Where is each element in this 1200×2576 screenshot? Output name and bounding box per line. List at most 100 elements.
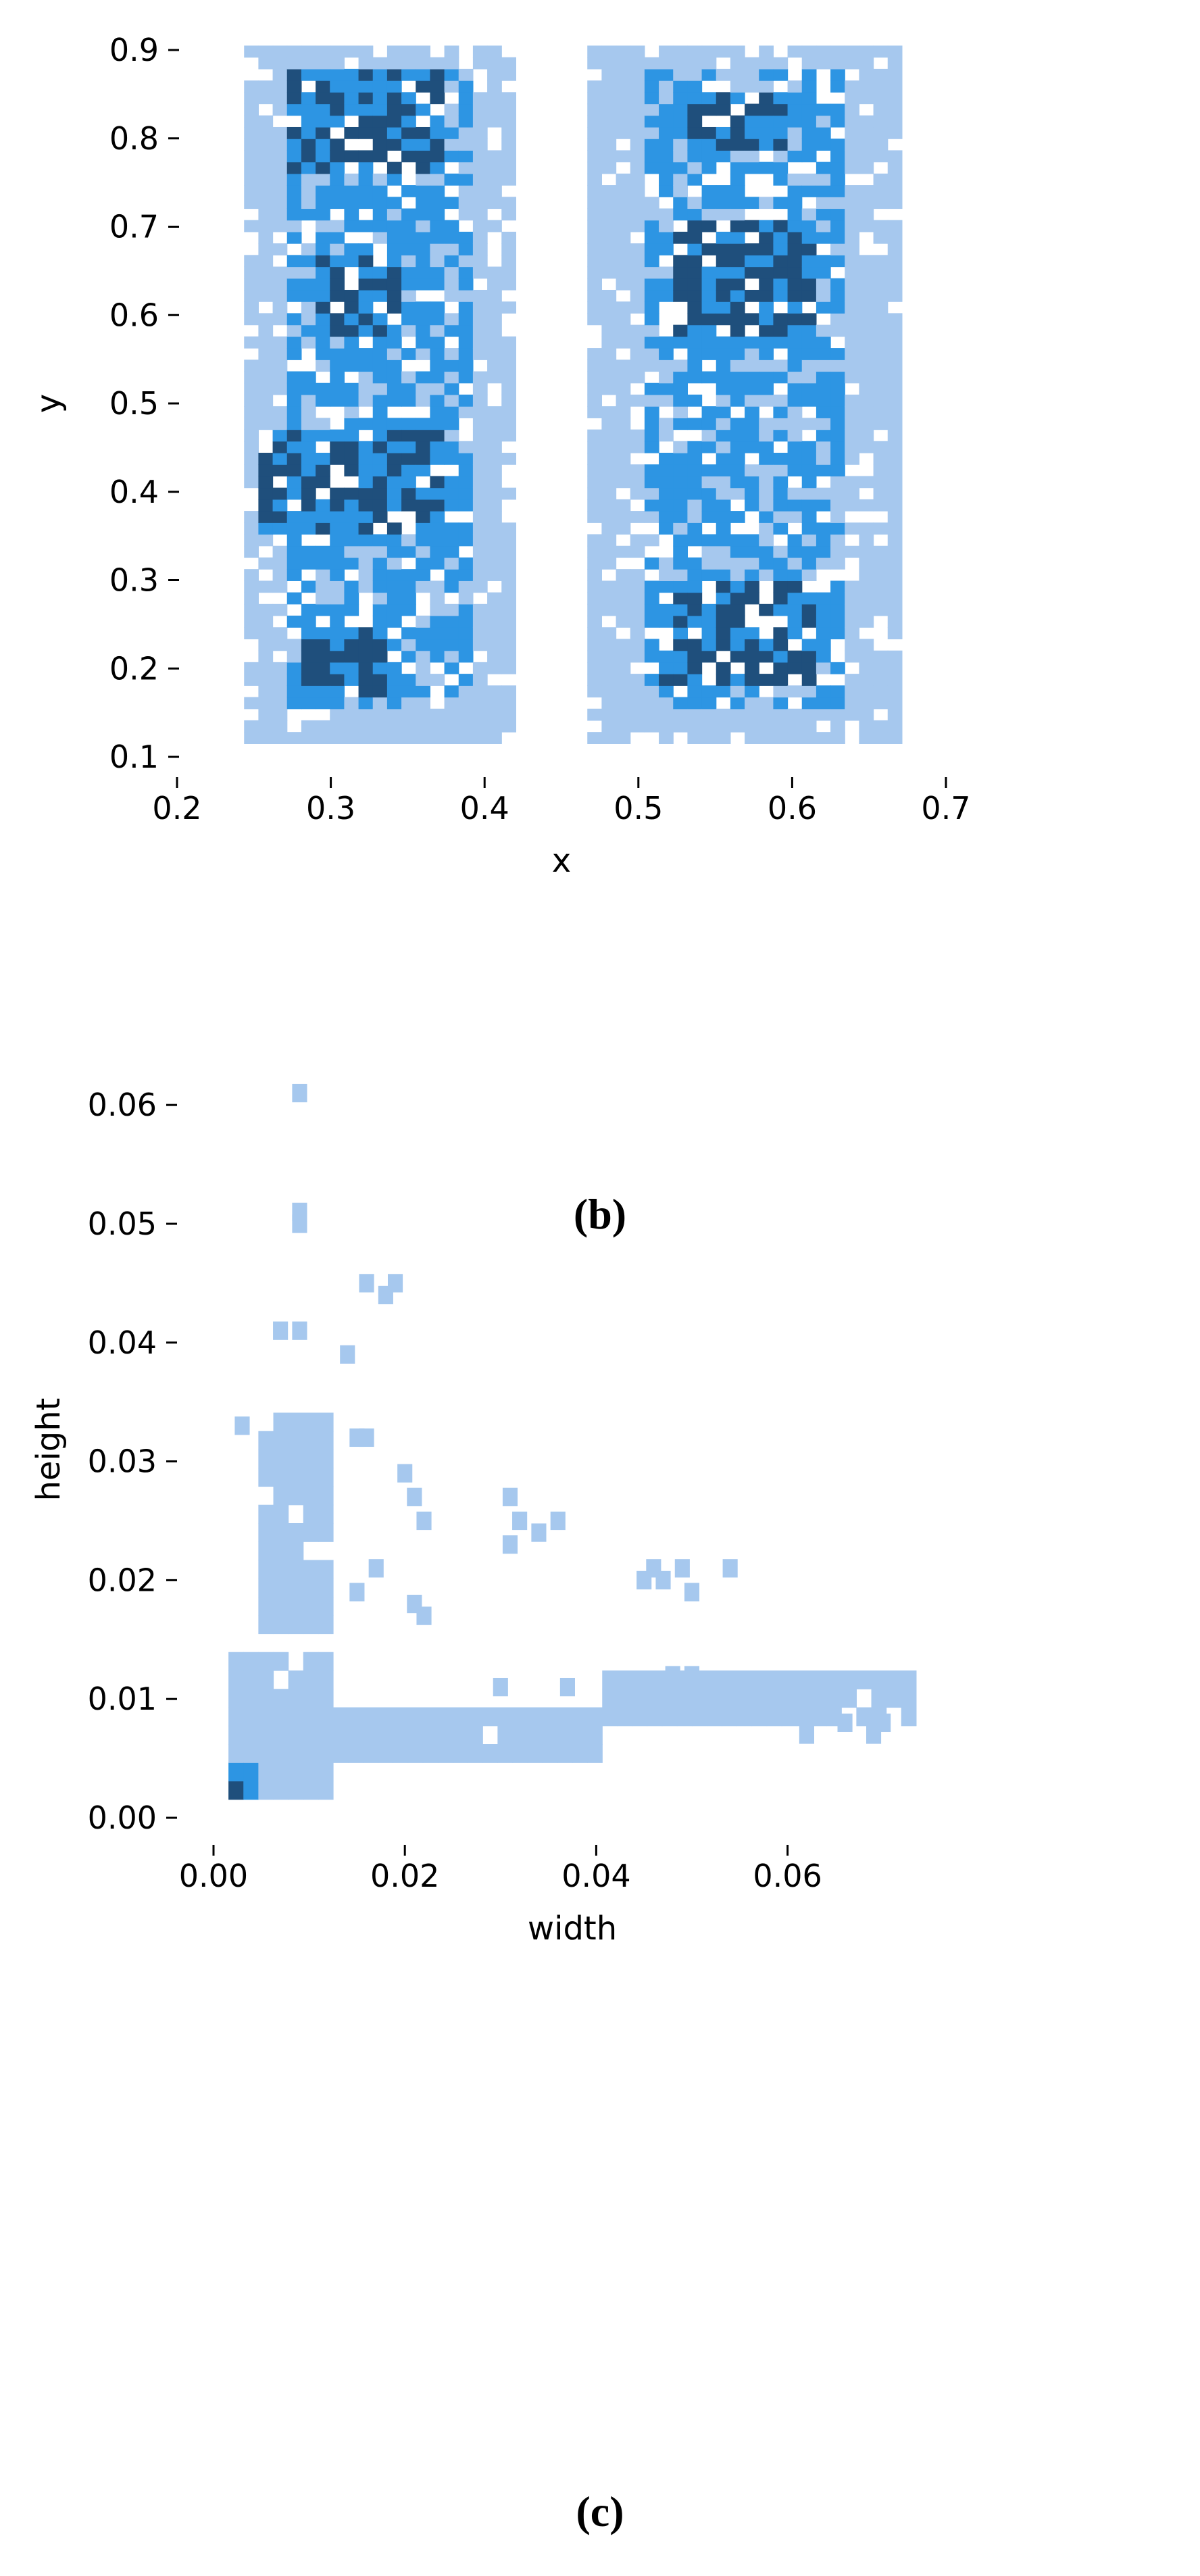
heatmap-cell (286, 441, 302, 453)
heatmap-cell (286, 534, 302, 547)
heatmap-cell (887, 406, 903, 418)
heatmap-cell (316, 674, 330, 686)
heatmap-cell (501, 115, 517, 128)
heatmap-cell (659, 382, 674, 395)
heatmap-cell (759, 545, 774, 558)
heatmap-cell (303, 1652, 319, 1671)
heatmap-cell (601, 266, 617, 279)
heatmap-cell (386, 394, 402, 407)
heatmap-cell (830, 289, 845, 302)
heatmap-cell (330, 103, 345, 116)
heatmap-cell (243, 1725, 259, 1745)
heatmap-cell (730, 371, 745, 384)
heatmap-cell (472, 208, 488, 221)
heatmap-cell (487, 173, 502, 186)
heatmap-cell (472, 348, 488, 360)
heatmap-cell (557, 1707, 573, 1727)
heatmap-cell (458, 592, 474, 605)
heatmap-cell (816, 266, 831, 279)
heatmap-cell (687, 441, 703, 453)
heatmap-cell (787, 185, 803, 197)
heatmap-cell (401, 545, 416, 558)
heatmap-cell (873, 732, 889, 744)
heatmap-cell (416, 557, 431, 570)
heatmap-cell (258, 45, 274, 58)
heatmap-cell (258, 1707, 274, 1727)
heatmap-cell (444, 476, 459, 489)
heatmap-cell (401, 464, 416, 477)
heatmap-cell (416, 324, 431, 337)
heatmap-cell (444, 406, 459, 418)
heatmap-cell (644, 255, 659, 268)
heatmap-cell (787, 650, 803, 663)
heatmap-cell (816, 406, 831, 418)
heatmap-cell (687, 662, 703, 674)
heatmap-cell (602, 1707, 618, 1727)
heatmap-cell (773, 197, 789, 209)
heatmap-cell (601, 511, 617, 523)
heatmap-cell (787, 197, 803, 209)
heatmap-cell (273, 1486, 289, 1506)
heatmap-cell (444, 243, 459, 255)
heatmap-cell (272, 499, 288, 512)
heatmap-cell (416, 685, 431, 698)
heatmap-cell (472, 603, 488, 616)
heatmap-cell (286, 289, 302, 302)
heatmap-cell (659, 289, 674, 302)
heatmap-cell (716, 255, 731, 268)
heatmap-cell (587, 1744, 603, 1763)
heatmap-cell (330, 603, 345, 616)
heatmap-cell (630, 208, 645, 221)
heatmap-cell (616, 92, 631, 105)
heatmap-cell (401, 627, 416, 640)
heatmap-cell (730, 616, 745, 628)
heatmap-cell (487, 685, 502, 698)
heatmap-cell (830, 476, 845, 489)
heatmap-cell (759, 708, 774, 721)
heatmap-cell (673, 557, 689, 570)
heatmap-cell (687, 511, 703, 523)
heatmap-cell (303, 1412, 319, 1432)
heatmap-cell (673, 197, 689, 209)
heatmap-cell (542, 1744, 558, 1763)
heatmap-cell (616, 243, 631, 255)
heatmap-cell (316, 68, 330, 81)
heatmap-cell (716, 348, 731, 360)
heatmap-cell (745, 464, 759, 477)
heatmap-cell (617, 1670, 633, 1689)
heatmap-cell (501, 557, 517, 570)
heatmap-cell (801, 697, 817, 710)
heatmap-cell-outlier (493, 1677, 508, 1697)
heatmap-cell (787, 289, 803, 302)
heatmap-cell (773, 603, 789, 616)
heatmap-cell (244, 545, 259, 558)
heatmap-cell (301, 429, 316, 442)
heatmap-cell (258, 255, 274, 268)
heatmap-cell (386, 732, 402, 744)
heatmap-cell (887, 278, 903, 291)
heatmap-cell (601, 476, 617, 489)
heatmap-cell (759, 569, 774, 581)
heatmap-cell (873, 139, 889, 151)
heatmap-cell (330, 324, 345, 337)
heatmap-cell (286, 487, 302, 500)
heatmap-cell (716, 476, 731, 489)
heatmap-cell (458, 208, 474, 221)
heatmap-cell (887, 394, 903, 407)
heatmap-cell (430, 511, 445, 523)
heatmap-cell (228, 1744, 244, 1763)
heatmap-cell (401, 255, 416, 268)
heatmap-cell (444, 557, 459, 570)
heatmap-cell (301, 313, 316, 326)
heatmap-cell (630, 266, 645, 279)
heatmap-cell (787, 80, 803, 93)
heatmap-cell (873, 406, 889, 418)
heatmap-cell (272, 732, 288, 744)
heatmap-cell (587, 92, 603, 105)
heatmap-cell (601, 92, 617, 105)
heatmap-cell (773, 394, 789, 407)
heatmap-cell (458, 522, 474, 535)
heatmap-cell (386, 139, 402, 151)
heatmap-cell (816, 522, 831, 535)
heatmap-cell (587, 45, 603, 58)
